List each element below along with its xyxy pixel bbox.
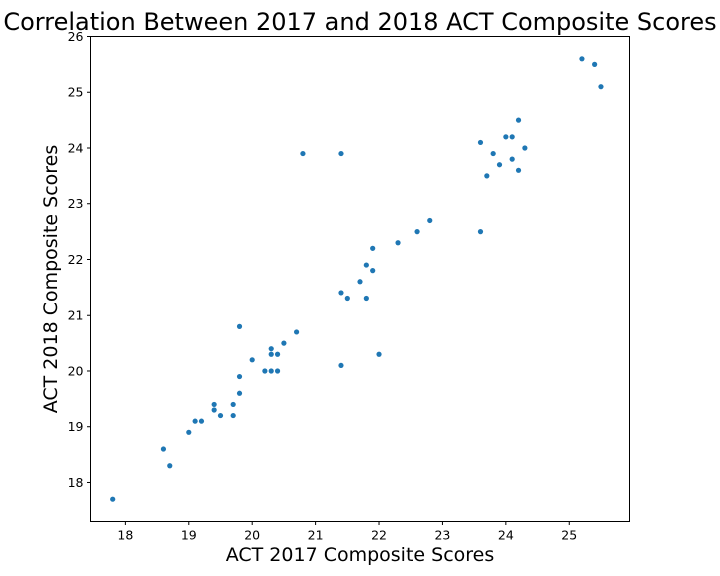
data-point [338, 290, 344, 296]
data-point [490, 150, 496, 157]
data-point [370, 245, 376, 251]
data-point [477, 139, 484, 146]
y-tick-label: 24 [68, 140, 84, 155]
data-point [357, 279, 363, 285]
data-point [427, 217, 433, 224]
x-tick-label: 18 [117, 528, 133, 543]
plot-area-frame [90, 36, 630, 522]
x-tick-label: 23 [434, 528, 450, 543]
data-point [376, 351, 382, 357]
data-point [503, 134, 509, 140]
data-point [236, 323, 243, 329]
data-point [110, 496, 116, 502]
x-tick-label: 22 [371, 528, 387, 543]
data-point [509, 134, 515, 140]
data-points [110, 56, 604, 502]
data-point [338, 362, 344, 369]
x-tick-label: 20 [244, 528, 260, 543]
y-tick-label: 21 [68, 308, 84, 323]
x-tick-label: 25 [561, 528, 577, 543]
y-tick-label: 20 [68, 363, 84, 378]
data-point [262, 368, 268, 374]
data-point [414, 229, 420, 235]
data-point [515, 167, 522, 173]
x-axis-label: ACT 2017 Composite Scores [226, 544, 495, 566]
data-point [281, 340, 287, 346]
data-point [370, 268, 376, 274]
data-point [363, 295, 369, 302]
data-point [249, 357, 255, 363]
x-axis-ticks: 18 19 20 21 22 23 24 25 [117, 521, 577, 543]
data-point [198, 418, 205, 424]
y-tick-label: 23 [68, 196, 84, 211]
y-tick-label: 19 [68, 419, 84, 434]
data-point [344, 295, 350, 302]
data-point [496, 162, 503, 168]
data-point [477, 229, 484, 235]
y-axis-ticks: 18 19 20 21 22 23 24 25 26 [68, 29, 91, 490]
data-point [363, 262, 369, 268]
data-point [274, 351, 281, 357]
chart-title: Correlation Between 2017 and 2018 ACT Co… [3, 8, 716, 36]
data-point [268, 368, 274, 374]
data-point [268, 351, 274, 357]
y-tick-label: 26 [68, 29, 84, 44]
data-point [338, 150, 344, 157]
data-point [167, 463, 173, 469]
data-point [211, 401, 217, 408]
data-point [192, 418, 198, 424]
data-point [230, 412, 236, 419]
data-point [236, 390, 243, 396]
data-point [300, 150, 306, 157]
data-point [211, 407, 217, 413]
data-point [579, 56, 585, 62]
y-tick-label: 25 [68, 85, 84, 100]
y-tick-label: 22 [68, 252, 84, 267]
x-tick-label: 19 [181, 528, 197, 543]
data-point [515, 117, 522, 123]
data-point [236, 373, 243, 380]
data-point [395, 240, 401, 246]
data-point [160, 446, 167, 452]
data-point [484, 173, 490, 179]
data-point [293, 329, 300, 335]
data-point [217, 412, 224, 419]
data-point [509, 156, 515, 162]
y-axis-label: ACT 2018 Composite Scores [40, 145, 62, 414]
data-point [186, 429, 192, 435]
data-point [522, 145, 528, 151]
x-tick-label: 21 [308, 528, 324, 543]
data-point [598, 84, 604, 90]
x-tick-label: 24 [498, 528, 514, 543]
data-point [274, 368, 281, 374]
data-point [230, 401, 236, 408]
data-point [592, 61, 598, 67]
data-point [268, 346, 274, 352]
y-tick-label: 18 [68, 475, 84, 490]
